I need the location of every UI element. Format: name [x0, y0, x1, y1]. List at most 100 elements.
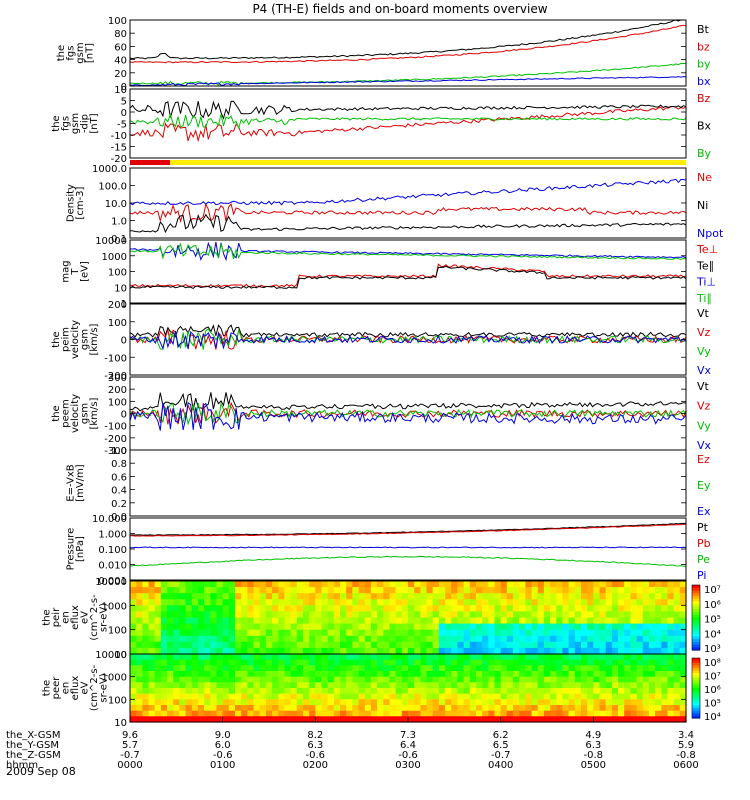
spectrogram-cell: [191, 629, 199, 637]
spectrogram-cell: [556, 641, 564, 649]
spectrogram-cell: [346, 641, 353, 649]
spectrogram-cell: [438, 671, 446, 678]
spectrogram-cell: [241, 676, 248, 683]
y-tick-label: 0: [121, 336, 127, 347]
spectrogram-cell: [395, 693, 403, 700]
spectrogram-cell: [543, 671, 551, 678]
colorbar-step: [692, 614, 700, 619]
legend-entry: Pb: [697, 537, 711, 550]
spectrogram-cell: [519, 623, 526, 631]
spectrogram-cell: [265, 693, 273, 700]
spectrogram-cell: [476, 676, 483, 683]
spectrogram-cell: [204, 629, 211, 637]
spectrogram-cell: [568, 671, 576, 678]
spectrogram-cell: [191, 647, 199, 655]
spectrogram-cell: [321, 635, 329, 643]
spectrogram-cell: [228, 693, 236, 700]
spectrogram-cell: [253, 635, 261, 643]
spectrogram-cell: [488, 641, 496, 649]
spectrogram-cell: [438, 688, 446, 695]
spectrogram-cell: [469, 593, 477, 600]
spectrogram-cell: [179, 688, 187, 695]
spectrogram-cell: [327, 599, 335, 606]
spectrogram-cell: [414, 699, 421, 706]
spectrogram-cell: [303, 587, 310, 594]
spectrogram-cell: [679, 693, 687, 700]
spectrogram-cell: [593, 611, 601, 619]
spectrogram-cell: [228, 617, 236, 625]
spectrogram-cell: [364, 635, 372, 643]
spectrogram-cell: [395, 581, 403, 588]
y-tick-label: 1000.0: [92, 164, 127, 175]
spectrogram-cell: [624, 593, 631, 600]
spectrogram-cell: [648, 623, 656, 631]
spectrogram-cell: [574, 705, 582, 712]
spectrogram-cell: [228, 710, 236, 717]
spectrogram-cell: [414, 635, 421, 643]
spectrogram-cell: [482, 688, 489, 695]
spectrogram-cell: [389, 641, 397, 649]
spectrogram-cell: [278, 587, 286, 594]
spectrogram-cell: [259, 688, 267, 695]
orbit-row-value: -0.6: [213, 750, 233, 761]
spectrogram-cell: [611, 671, 619, 678]
spectrogram-cell: [438, 581, 446, 588]
spectrogram-cell: [605, 699, 613, 706]
colorbar-tick-label: 10⁴: [704, 712, 721, 723]
spectrogram-cell: [154, 688, 162, 695]
spectrogram-cell: [624, 654, 631, 661]
spectrogram-cell: [593, 629, 601, 637]
spectrogram-cell: [173, 671, 180, 678]
spectrogram-cell: [630, 647, 638, 655]
spectrogram-cell: [457, 699, 465, 706]
spectrogram-cell: [506, 676, 514, 683]
spectrogram-cell: [587, 599, 594, 606]
spectrogram-cell: [469, 665, 477, 672]
spectrogram-cell: [185, 705, 193, 712]
figure-title: P4 (TH-E) fields and on-board moments ov…: [252, 2, 547, 16]
spectrogram-cell: [469, 599, 477, 606]
spectrogram-cell: [562, 641, 570, 649]
spectrogram-cell: [173, 659, 180, 666]
spectrogram-cell: [525, 635, 533, 643]
spectrogram-cell: [315, 699, 323, 706]
spectrogram-cell: [525, 710, 533, 717]
spectrogram-cell: [284, 635, 292, 643]
spectrogram-cell: [136, 676, 143, 683]
spectrogram-cell: [457, 605, 465, 612]
spectrogram-cell: [568, 682, 576, 689]
spectrogram-cell: [451, 593, 458, 600]
spectrogram-cell: [303, 682, 310, 689]
spectrogram-cell: [235, 587, 242, 594]
series-line-fgs_gsm_dip-2: [129, 112, 687, 130]
spectrogram-cell: [259, 671, 267, 678]
spectrogram-cell: [346, 665, 353, 672]
spectrogram-cell: [611, 699, 619, 706]
spectrogram-cell: [364, 611, 372, 619]
spectrogram-cell: [247, 699, 255, 706]
orbit-row-value: 0500: [581, 760, 606, 771]
colorbar-step: [692, 690, 700, 694]
spectrogram-cell: [370, 654, 378, 661]
panel-pressure: 10.0001.0000.1000.0100.001Pressure[nPa]P…: [65, 514, 710, 587]
spectrogram-cell: [389, 581, 397, 588]
y-tick-label: 0: [121, 410, 127, 421]
spectrogram-cell: [247, 629, 255, 637]
spectrogram-cell: [290, 647, 298, 655]
spectrogram-cell: [574, 587, 582, 594]
spectrogram-cell: [346, 605, 353, 612]
spectrogram-cell: [272, 710, 279, 717]
spectrogram-cell: [531, 611, 539, 619]
spectrogram-cell: [401, 623, 409, 631]
y-axis-label: sr-eV): [99, 673, 110, 702]
spectrogram-cell: [383, 593, 391, 600]
spectrogram-cell: [655, 587, 662, 594]
spectrogram-cell: [599, 676, 607, 683]
spectrogram-cell: [611, 587, 619, 594]
spectrogram-cell: [624, 665, 631, 672]
spectrogram-cell: [191, 605, 199, 612]
legend-entry: Pt: [697, 521, 709, 534]
spectrogram-cell: [414, 605, 421, 612]
spectrogram-cell: [673, 688, 681, 695]
spectrogram-cell: [154, 605, 162, 612]
